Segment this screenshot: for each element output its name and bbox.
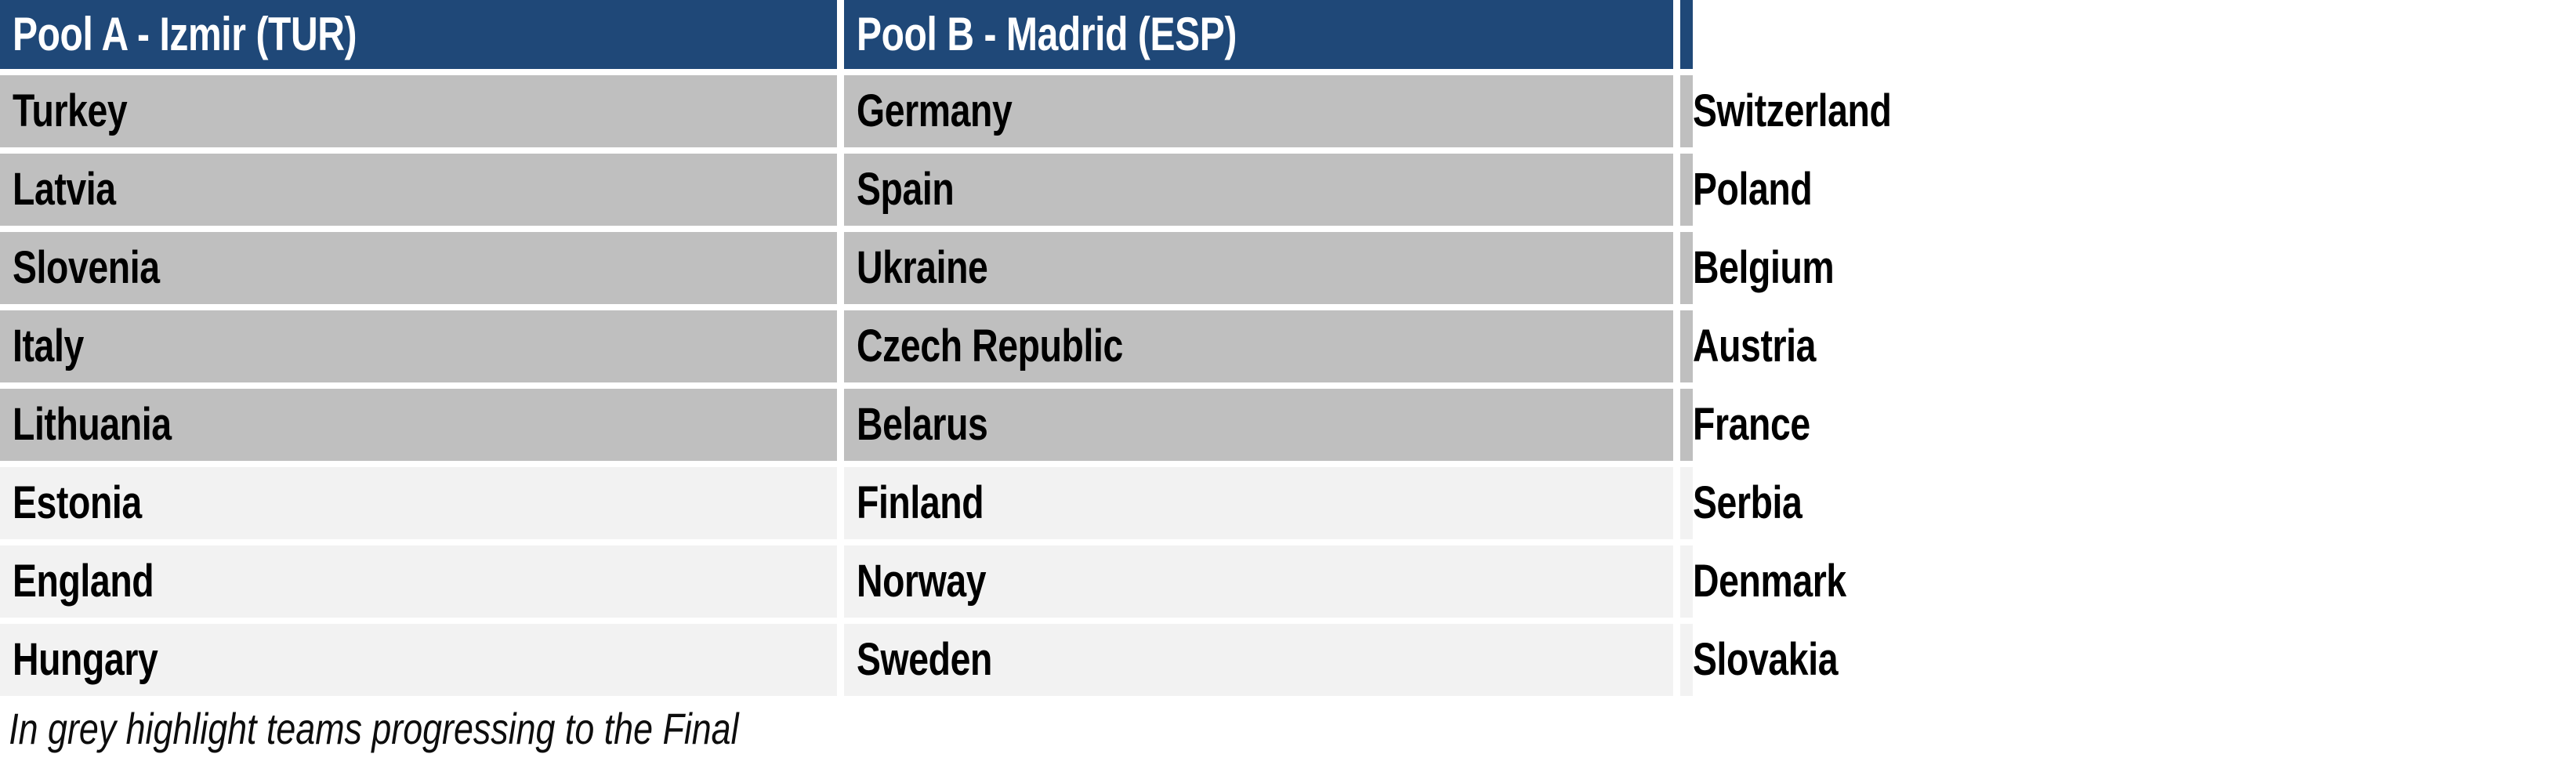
team-name: Finland [857, 477, 984, 528]
table-row: Ukraine [844, 232, 1673, 304]
table-row: Hungary [0, 624, 837, 696]
team-name: Norway [857, 556, 987, 607]
table-row: Spain [844, 154, 1673, 226]
table-row: Austria [1680, 310, 1816, 382]
pool-header: Pool C - Baden (AUT) [1680, 0, 2067, 69]
team-name: Germany [857, 85, 1013, 136]
table-row: Slovenia [0, 232, 837, 304]
team-name: Slovenia [13, 242, 160, 293]
team-name: Belgium [1693, 242, 1835, 293]
pool-header-label: Pool C - Baden (AUT) [1693, 8, 2067, 60]
table-row: France [1680, 389, 1810, 461]
table-row: Germany [844, 75, 1673, 147]
team-name: England [13, 556, 154, 607]
team-name: Lithuania [13, 399, 172, 450]
pool-header: Pool A - Izmir (TUR) [0, 0, 837, 69]
team-name: Hungary [13, 634, 158, 685]
team-name: Austria [1693, 321, 1817, 372]
team-name: Belarus [857, 399, 988, 450]
team-name: Poland [1693, 164, 1813, 215]
table-row: Poland [1680, 154, 1813, 226]
table-row: Norway [844, 545, 1673, 618]
table-row: Estonia [0, 467, 837, 539]
table-row: Serbia [1680, 467, 1802, 539]
team-name: Turkey [13, 85, 128, 136]
team-name: Slovakia [1693, 634, 1839, 685]
pool-column: Pool B - Madrid (ESP) Germany Spain Ukraine… [844, 0, 1673, 696]
pool-header-label: Pool A - Izmir (TUR) [13, 8, 357, 60]
pools-grid: Pool A - Izmir (TUR) Turkey Latvia Slovenia… [0, 0, 2067, 696]
team-name: Switzerland [1693, 85, 1892, 136]
table-row: Finland [844, 467, 1673, 539]
table-row: Belarus [844, 389, 1673, 461]
pool-header: Pool B - Madrid (ESP) [844, 0, 1673, 69]
team-name: Ukraine [857, 242, 988, 293]
table-row: Belgium [1680, 232, 1835, 304]
table-row: Denmark [1680, 545, 1846, 618]
legend-note: In grey highlight teams progressing to t… [9, 704, 739, 753]
table-row: Switzerland [1680, 75, 1892, 147]
table-row: Czech Republic [844, 310, 1673, 382]
pool-column: Pool C - Baden (AUT) Switzerland Poland Bel… [1680, 0, 2067, 696]
team-name: Spain [857, 164, 955, 215]
team-name: Denmark [1693, 556, 1846, 607]
team-name: Czech Republic [857, 321, 1123, 372]
team-name: Italy [13, 321, 84, 372]
pool-header-label: Pool B - Madrid (ESP) [857, 8, 1237, 60]
table-row: Turkey [0, 75, 837, 147]
table-row: Italy [0, 310, 837, 382]
pool-column: Pool A - Izmir (TUR) Turkey Latvia Slovenia… [0, 0, 837, 696]
team-name: Serbia [1693, 477, 1802, 528]
table-row: Latvia [0, 154, 837, 226]
team-name: Estonia [13, 477, 142, 528]
team-name: France [1693, 399, 1810, 450]
table-row: Slovakia [1680, 624, 1839, 696]
table-row: Sweden [844, 624, 1673, 696]
table-row: England [0, 545, 837, 618]
team-name: Sweden [857, 634, 992, 685]
team-name: Latvia [13, 164, 116, 215]
table-row: Lithuania [0, 389, 837, 461]
